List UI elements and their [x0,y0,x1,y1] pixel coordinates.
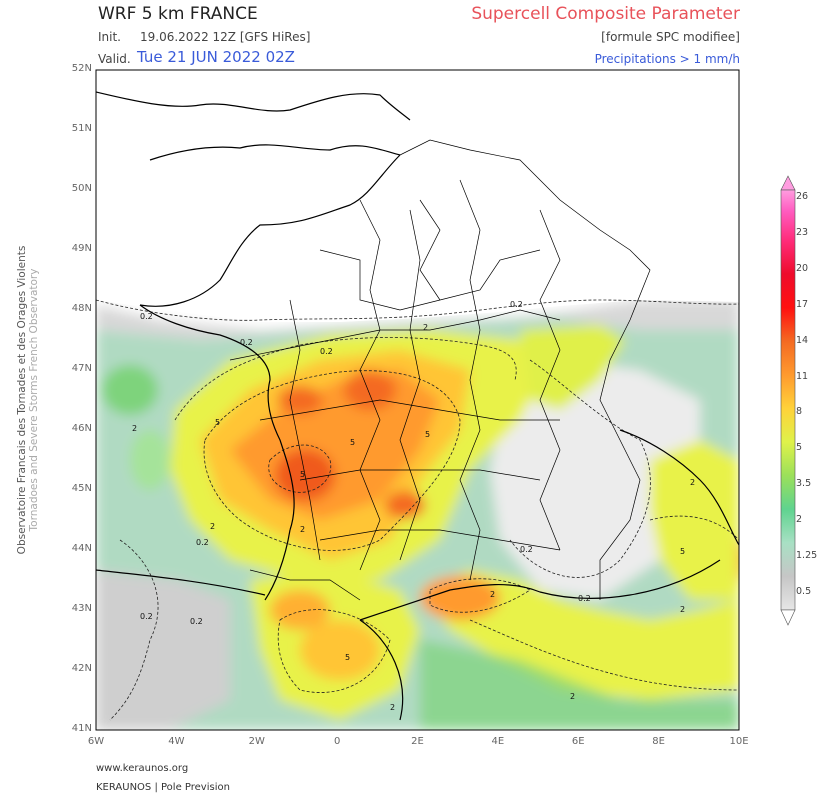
contour-label: 2 [132,424,138,433]
lon-tick-label: 2E [411,736,424,747]
colorbar-label: 1.25 [796,550,818,562]
contour-label: 2 [690,478,696,487]
contour-label: 5 [425,430,431,439]
precip-note: Precipitations > 1 mm/h [594,52,740,66]
lat-tick-label: 50N [71,183,92,194]
contour-label: 2 [423,323,429,332]
contour-label: 0.2 [510,300,523,309]
colorbar-label: 0.5 [796,586,812,597]
lon-tick-label: 4W [168,736,185,747]
colorbar [780,175,796,626]
contour-label: 0.2 [520,545,533,554]
colorbar-label: 17 [796,298,809,310]
contour-label: 0.2 [140,612,153,621]
contour-label: 2 [210,522,216,531]
lat-tick-label: 44N [71,543,92,554]
colorbar-label: 5 [796,442,803,454]
footer-org: KERAUNOS | Pole Prevision [96,782,230,793]
model-title: WRF 5 km FRANCE [98,4,258,24]
colorbar-label: 2 [796,514,803,526]
lon-tick-label: 6E [571,736,585,747]
contour-label: 0.2 [196,538,209,547]
colorbar-label: 11 [796,370,809,382]
lat-tick-label: 46N [71,423,92,434]
valid-time: Tue 21 JUN 2022 02Z [137,48,295,66]
lat-tick-label: 41N [71,723,92,734]
colorbar-label: 14 [796,334,809,346]
colorbar-label: 8 [796,406,803,418]
colorbar-label: 20 [796,262,809,274]
lat-tick-label: 43N [71,603,92,614]
formula-note: [formule SPC modifiee] [601,30,740,44]
contour-label: 2 [680,605,686,614]
lat-tick-label: 49N [71,243,92,254]
footer-url[interactable]: www.keraunos.org [96,763,189,774]
contour-label: 0.2 [240,338,253,347]
lat-tick-label: 51N [71,123,92,134]
lat-tick-label: 52N [71,63,92,74]
contour-label: 2 [570,692,576,701]
lat-tick-label: 45N [71,483,92,494]
contour-label: 5 [300,470,306,479]
parameter-title: Supercell Composite Parameter [471,4,740,24]
contour-label: 5 [350,438,356,447]
contour-label: 0.2 [578,594,591,603]
contour-label: 2 [300,525,306,534]
lat-tick-label: 42N [71,663,92,674]
contour-label: 2 [490,590,496,599]
lat-tick-label: 48N [71,303,92,314]
lon-tick-label: 0 [333,736,341,747]
lon-tick-label: 4E [491,736,505,747]
contour-label: 5 [215,418,221,427]
lon-tick-label: 2W [248,736,265,747]
colorbar-label: 3.5 [796,478,812,490]
lat-tick-label: 47N [71,363,92,374]
colorbar-label: 26 [796,191,809,202]
init-label: Init. [98,30,121,44]
contour-label: 0.2 [190,617,203,626]
lon-tick-label: 10E [729,736,749,747]
contour-label: 0.2 [320,347,333,356]
contour-label: 5 [680,547,686,556]
init-value: 19.06.2022 12Z [GFS HiRes] [140,30,311,44]
colorbar-label: 23 [796,226,809,238]
scp-field [96,70,739,730]
contour-label: 2 [390,703,396,712]
lon-tick-label: 8E [652,736,665,747]
valid-label: Valid. [98,52,131,66]
contour-label: 0.2 [140,312,153,321]
lon-tick-label: 6W [87,736,105,747]
contour-label: 5 [345,653,351,662]
